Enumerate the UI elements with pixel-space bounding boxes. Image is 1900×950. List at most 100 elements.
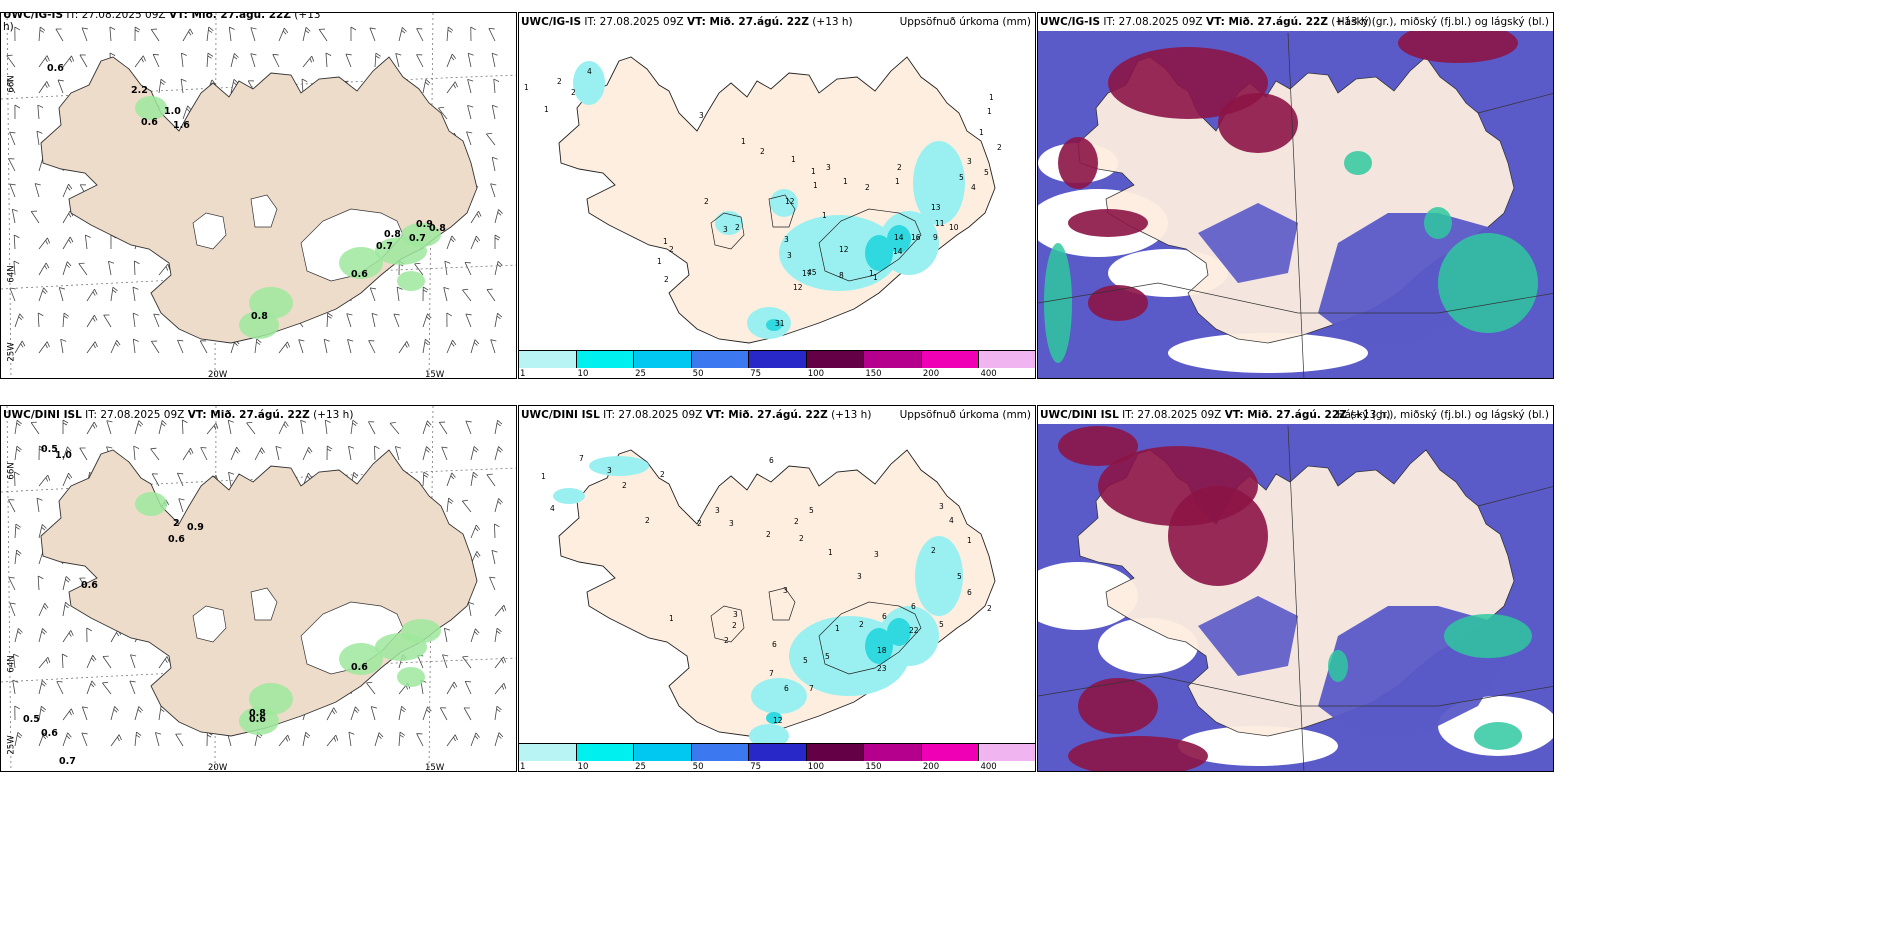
init-time: IT: 27.08.2025 09Z (63, 12, 169, 21)
wind-barb (9, 183, 16, 198)
value-label: 2 (724, 636, 729, 645)
wind-barb (467, 79, 474, 94)
precip-area (553, 488, 585, 504)
low-cloud (1198, 596, 1298, 676)
wind-barb (62, 55, 75, 68)
clear-sky (1178, 726, 1338, 766)
init-time: IT: 27.08.2025 09Z (1100, 16, 1206, 28)
wind-barb (446, 312, 453, 328)
wind-barb (129, 680, 136, 695)
clear-sky (1038, 562, 1138, 630)
wind-barb (177, 472, 184, 487)
value-label: 23 (877, 664, 887, 673)
wind-barb (110, 706, 119, 721)
wind-barb (227, 419, 234, 435)
wind-barb (86, 654, 97, 669)
wind-barb (130, 654, 137, 669)
wind-barb (38, 705, 47, 721)
value-label: 0.8 (429, 223, 446, 234)
wind-barb (441, 446, 448, 461)
precip-area (339, 643, 383, 675)
precip-area (135, 96, 167, 120)
lon-label-25w: 25W (6, 735, 17, 755)
wind-barb (250, 53, 257, 68)
wind-map (1, 406, 516, 771)
value-label: 12 (785, 197, 795, 206)
wind-barb (470, 628, 480, 643)
wind-barb (206, 423, 219, 435)
wind-barb (30, 421, 40, 435)
value-label: 22 (909, 626, 919, 635)
value-label: 0.8 (251, 311, 268, 322)
vt-label: VT: (187, 409, 211, 421)
high-cloud (1474, 722, 1522, 750)
wind-barb (250, 27, 257, 42)
wind-barb (38, 628, 47, 643)
valid-time: Mið. 27.ágú. 22Z (210, 409, 310, 421)
value-label: 0.6 (141, 117, 158, 128)
wind-barb (488, 28, 496, 42)
wind-barb (78, 262, 88, 276)
value-label: 5 (809, 506, 814, 515)
value-label: 1 (669, 614, 674, 623)
wind-barb (254, 338, 262, 354)
value-label: 2 (664, 275, 669, 284)
wind-barb (416, 54, 424, 68)
value-label: 1 (895, 177, 900, 186)
panel-title: Uppsöfnuð úrkoma (mm) (899, 16, 1031, 28)
wind-barb (371, 312, 378, 328)
wind-barb (38, 81, 50, 94)
wind-barb (151, 340, 160, 354)
value-label: 2 (859, 620, 864, 629)
wind-barb (394, 446, 402, 461)
value-label: 3 (967, 157, 972, 166)
glacier-outline (818, 601, 922, 675)
wind-barb (470, 235, 481, 250)
value-label: 14 (894, 233, 904, 242)
wind-barb (37, 104, 44, 120)
colorbar-tick: 200 (922, 762, 940, 772)
wind-barb (60, 338, 67, 354)
precip-area-heavy (887, 618, 911, 646)
wind-barb (38, 474, 51, 487)
wind-barb (422, 706, 432, 721)
precip-area (401, 619, 441, 643)
value-label: 2 (645, 516, 650, 525)
glacier (250, 194, 278, 228)
value-label: 2 (897, 163, 902, 172)
value-label: 3 (733, 610, 738, 619)
wind-barb (468, 601, 475, 617)
value-label: 12 (839, 245, 849, 254)
wind-barb (446, 339, 457, 354)
lat-label-64n: 64N (6, 265, 17, 283)
panel-wind-igis: UWC/IG-IS IT: 27.08.2025 09Z VT: Mið. 27… (0, 12, 517, 379)
wind-barb (275, 445, 282, 461)
low-cloud (1198, 203, 1298, 283)
mid-cloud (1398, 23, 1518, 63)
wind-barb (81, 706, 89, 721)
colorbar-tick: 400 (980, 369, 997, 379)
value-label: 2 (669, 245, 674, 254)
colorbar-tick: 1 (520, 762, 526, 772)
value-label: 2 (766, 530, 771, 539)
wind-barb (228, 26, 235, 42)
wind-barb (446, 497, 454, 513)
wind-barb (326, 734, 339, 747)
wind-barb (369, 27, 376, 42)
wind-barb (470, 26, 477, 42)
wind-barb (132, 338, 139, 354)
wind-barb (462, 288, 472, 302)
mid-cloud (1168, 486, 1268, 586)
panel-cloud-dini: UWC/DINI ISL IT: 27.08.2025 09Z VT: Mið.… (1037, 405, 1554, 772)
value-label: 2 (760, 147, 765, 156)
wind-barb (62, 472, 73, 487)
wind-barb (152, 53, 160, 68)
wind-barb (38, 341, 50, 354)
glacier-outline (768, 587, 796, 621)
value-label: 0.6 (41, 728, 58, 739)
colorbar-swatch (921, 350, 980, 368)
wind-barb (86, 421, 98, 435)
wind-barb (182, 28, 194, 42)
value-label: 2 (732, 621, 737, 630)
value-label: 7 (579, 454, 584, 463)
